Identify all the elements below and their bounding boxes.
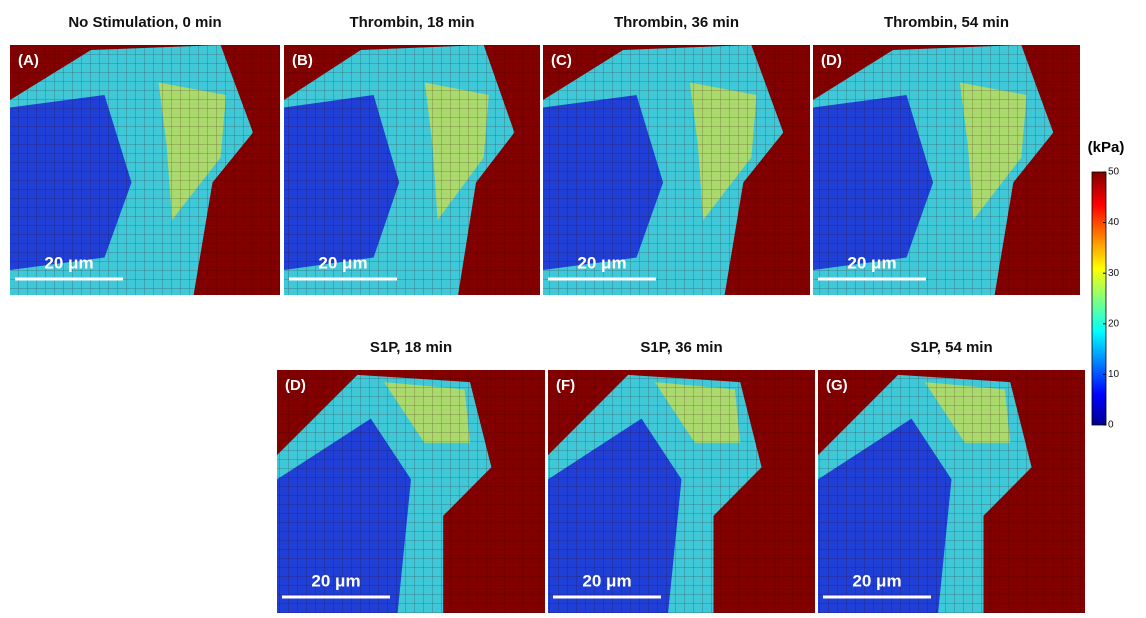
scale-bar-label: 20 μm [852, 571, 901, 590]
panel-label: (G) [826, 377, 848, 394]
grid-overlay [284, 45, 540, 295]
heatmap-panel [277, 370, 545, 613]
scale-bar-label: 20 μm [44, 253, 93, 272]
heatmap-panel [818, 370, 1085, 613]
panel-title: Thrombin, 54 min [884, 14, 1009, 31]
panel-label: (F) [556, 377, 575, 394]
panel-label: (C) [551, 52, 572, 69]
grid-overlay [548, 370, 815, 613]
colorbar-tick-label: 20 [1108, 318, 1120, 329]
colorbar [1091, 171, 1107, 426]
scale-bar-label: 20 μm [847, 253, 896, 272]
panel-title: Thrombin, 18 min [349, 14, 474, 31]
panel-label: (D) [821, 52, 842, 69]
scale-bar-label: 20 μm [577, 253, 626, 272]
panel-title: Thrombin, 36 min [614, 14, 739, 31]
grid-overlay [277, 370, 545, 613]
panel-title: S1P, 54 min [910, 339, 992, 356]
panel-label: (D) [285, 377, 306, 394]
heatmap-panel [10, 45, 280, 295]
grid-overlay [543, 45, 810, 295]
scale-bar-label: 20 μm [318, 253, 367, 272]
colorbar-tick-label: 40 [1108, 217, 1120, 228]
grid-overlay [818, 370, 1085, 613]
panel-label: (B) [292, 52, 313, 69]
panel-title: S1P, 36 min [640, 339, 722, 356]
heatmap-panel [284, 45, 540, 295]
scale-bar-label: 20 μm [311, 571, 360, 590]
colorbar-tick-label: 50 [1108, 167, 1120, 178]
grid-overlay [813, 45, 1080, 295]
colorbar-title: (kPa) [1088, 139, 1125, 156]
panel-label: (A) [18, 52, 39, 69]
heatmap-panel [813, 45, 1080, 295]
heatmap-panel [548, 370, 815, 613]
panel-title: S1P, 18 min [370, 339, 452, 356]
grid-overlay [10, 45, 280, 295]
scale-bar-label: 20 μm [582, 571, 631, 590]
colorbar-tick-label: 10 [1108, 369, 1120, 380]
heatmap-panel [543, 45, 810, 295]
colorbar-tick-label: 30 [1108, 268, 1120, 279]
colorbar-tick-label: 0 [1108, 420, 1114, 431]
panel-title: No Stimulation, 0 min [68, 14, 221, 31]
